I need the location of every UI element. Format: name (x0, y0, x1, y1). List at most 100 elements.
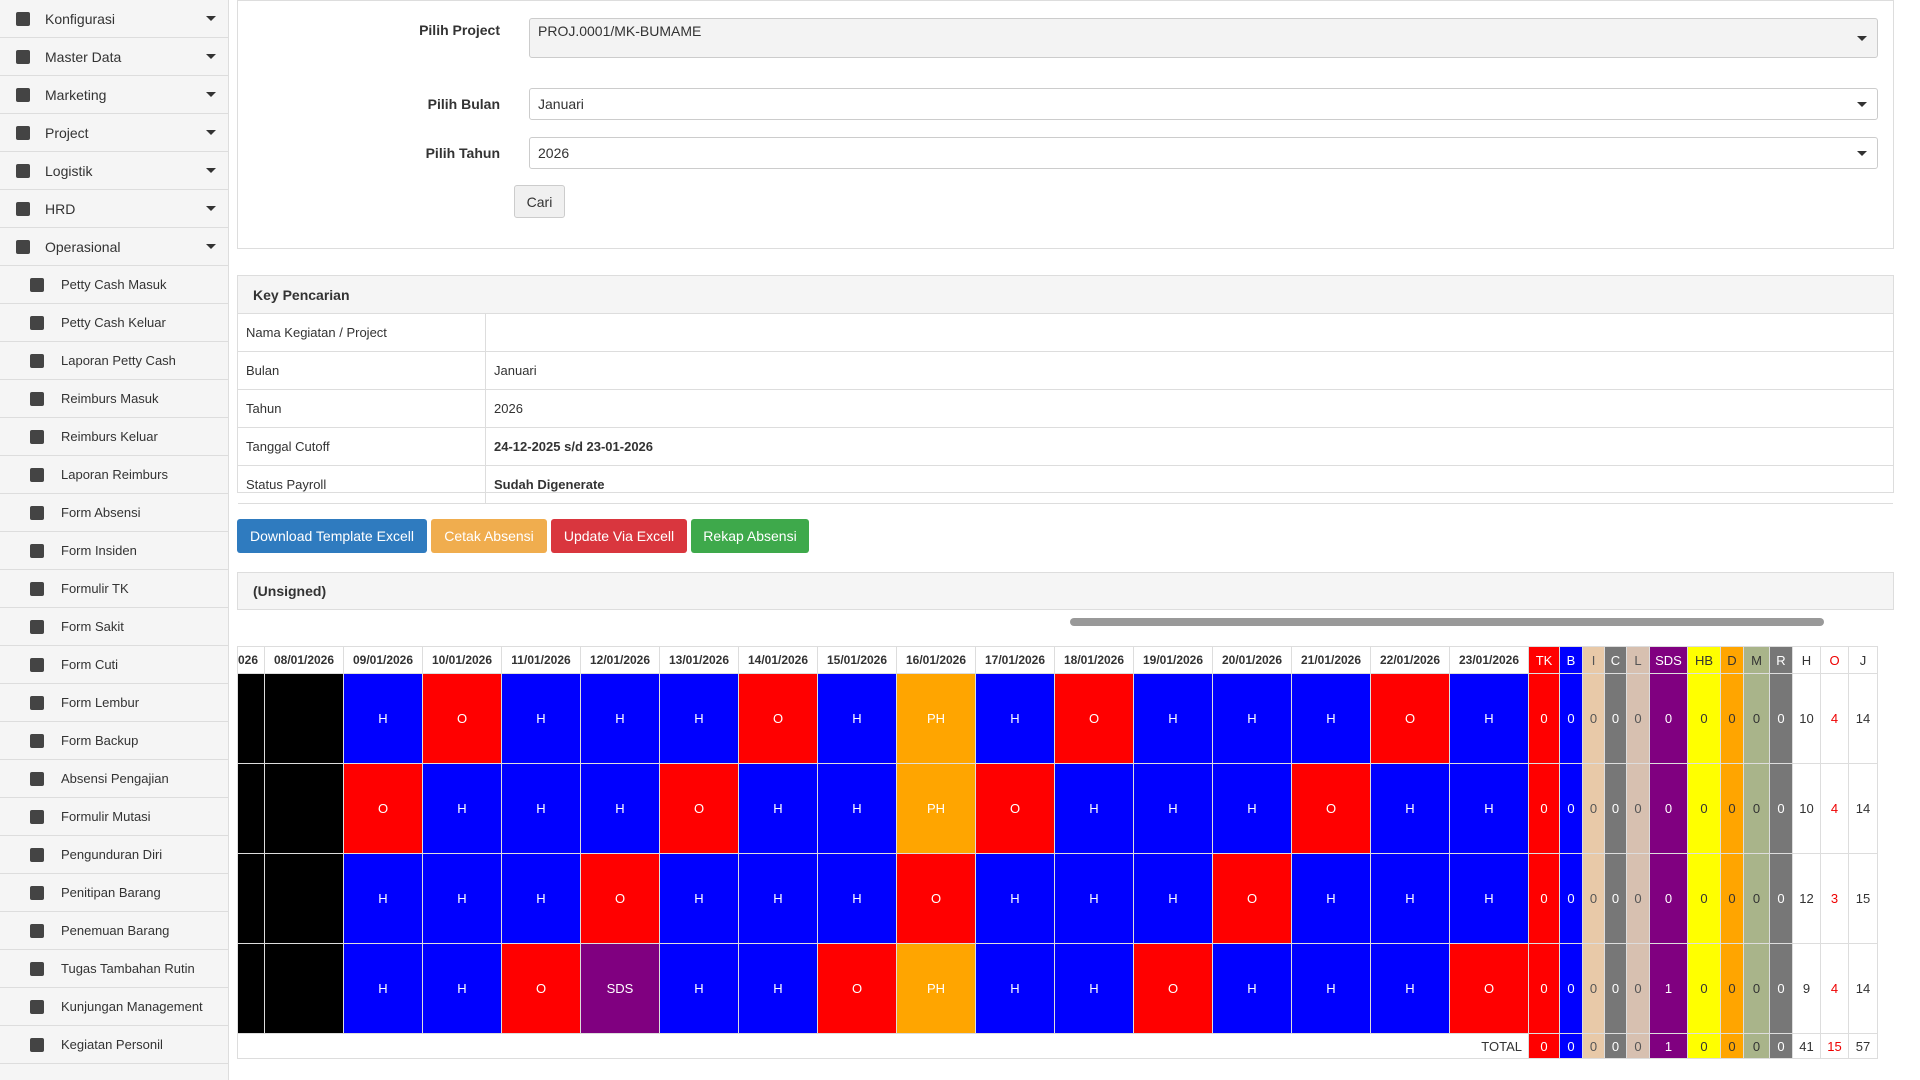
submenu-item[interactable]: Penemuan Barang (0, 912, 228, 950)
action-button[interactable]: Update Via Excell (551, 519, 687, 553)
submenu-item[interactable]: Form Sakit (0, 608, 228, 646)
menu-item[interactable]: Konfigurasi (0, 0, 228, 38)
menu-icon (16, 126, 30, 140)
day-cell: O (1291, 763, 1371, 854)
date-header: 026 (237, 646, 265, 674)
select-value: PROJ.0001/MK-BUMAME (538, 23, 702, 39)
submenu-item[interactable]: Formulir TK (0, 570, 228, 608)
summary-cell: 12 (1792, 853, 1821, 944)
summary-cell: 0 (1604, 763, 1627, 854)
submenu-item[interactable]: Pengunduran Diri (0, 836, 228, 874)
date-header: 09/01/2026 (343, 646, 423, 674)
total-row: TOTAL 0 0 0 0 0 1 0 0 0 0 41 15 57 (237, 1033, 1878, 1059)
submenu-label: Absensi Pengajian (61, 771, 169, 786)
submenu-icon (30, 1038, 44, 1052)
submenu-item[interactable]: Petty Cash Masuk (0, 266, 228, 304)
caret (206, 16, 216, 26)
submenu-icon (30, 544, 44, 558)
key-row: Tanggal Cutoff 24-12-2025 s/d 23-01-2026 (238, 427, 1893, 466)
day-cell: H (1449, 763, 1529, 854)
data-row: H H H O H H H O H H H O H H H 0 0 0 0 0 0 0 0 0 0 12 3 15 (237, 853, 1878, 944)
submenu-item[interactable]: Laporan Petty Cash (0, 342, 228, 380)
summary-cell: 4 (1820, 763, 1849, 854)
summary-cell: 0 (1604, 853, 1627, 944)
day-cell: H (1133, 673, 1213, 764)
submenu-label: Form Backup (61, 733, 139, 748)
blank-cell (264, 853, 344, 944)
summary-header: HB (1687, 646, 1721, 674)
submenu-item[interactable]: Form Absensi (0, 494, 228, 532)
submenu-item[interactable]: Formulir Mutasi (0, 798, 228, 836)
action-button[interactable]: Rekap Absensi (691, 519, 809, 553)
menu-label: Marketing (45, 86, 107, 103)
submenu-item[interactable]: Form Lembur (0, 684, 228, 722)
menu-item[interactable]: Project (0, 114, 228, 152)
submenu-item[interactable]: Reimburs Masuk (0, 380, 228, 418)
submenu-label: Kunjungan Management (61, 999, 203, 1014)
summary-cell: 10 (1792, 673, 1821, 764)
summary-header: R (1769, 646, 1793, 674)
day-cell: H (975, 673, 1055, 764)
summary-header: M (1743, 646, 1770, 674)
summary-cell: 0 (1626, 763, 1650, 854)
select[interactable]: PROJ.0001/MK-BUMAME (529, 18, 1878, 58)
day-cell: H (1212, 943, 1292, 1034)
search-button[interactable]: Cari (514, 185, 565, 218)
total-cell: 57 (1848, 1033, 1878, 1059)
sidebar: Konfigurasi Master Data Marketing Project Lo… (0, 0, 229, 1080)
summary-cell: 0 (1769, 853, 1793, 944)
day-cell: O (659, 763, 739, 854)
key-row: Bulan Januari (238, 351, 1893, 390)
date-header: 21/01/2026 (1291, 646, 1371, 674)
menu-item[interactable]: Master Data (0, 38, 228, 76)
date-header: 19/01/2026 (1133, 646, 1213, 674)
submenu-item[interactable]: Laporan Reimburs (0, 456, 228, 494)
submenu-label: Form Lembur (61, 695, 140, 710)
summary-cell: 0 (1604, 673, 1627, 764)
total-cell: 0 (1687, 1033, 1721, 1059)
scrollbar[interactable] (1070, 618, 1824, 626)
summary-cell: 3 (1820, 853, 1849, 944)
select[interactable]: Januari (529, 88, 1878, 120)
submenu-item[interactable]: Kunjungan Management (0, 988, 228, 1026)
submenu-item[interactable]: Reimburs Keluar (0, 418, 228, 456)
total-cell: 0 (1769, 1033, 1793, 1059)
day-cell: H (1370, 853, 1450, 944)
menu-icon (16, 50, 30, 64)
submenu-icon (30, 392, 44, 406)
menu-item[interactable]: Logistik (0, 152, 228, 190)
submenu-label: Penitipan Barang (61, 885, 161, 900)
action-button[interactable]: Download Template Excell (237, 519, 427, 553)
day-cell: H (343, 943, 423, 1034)
date-header: 16/01/2026 (896, 646, 976, 674)
action-button[interactable]: Cetak Absensi (431, 519, 547, 553)
menu-icon (16, 202, 30, 216)
summary-cell: 15 (1848, 853, 1878, 944)
submenu-item[interactable]: Kegiatan Personil (0, 1026, 228, 1064)
menu-item[interactable]: HRD (0, 190, 228, 228)
submenu-icon (30, 468, 44, 482)
menu-item[interactable]: Marketing (0, 76, 228, 114)
submenu-item[interactable]: Form Cuti (0, 646, 228, 684)
submenu-label: Form Absensi (61, 505, 141, 520)
day-cell: O (422, 673, 502, 764)
select[interactable]: 2026 (529, 137, 1878, 169)
day-cell: O (1212, 853, 1292, 944)
day-cell: H (659, 943, 739, 1034)
day-cell: H (659, 673, 739, 764)
day-cell: H (1133, 763, 1213, 854)
submenu-item[interactable]: Absensi Pengajian (0, 760, 228, 798)
submenu-icon (30, 354, 44, 368)
summary-cell: 0 (1559, 853, 1583, 944)
summary-cell: 4 (1820, 943, 1849, 1034)
caret (206, 130, 216, 140)
summary-cell: 0 (1528, 673, 1560, 764)
menu-item[interactable]: Operasional (0, 228, 228, 266)
submenu-item[interactable]: Penitipan Barang (0, 874, 228, 912)
total-cell: 1 (1649, 1033, 1688, 1059)
submenu-item[interactable]: Form Insiden (0, 532, 228, 570)
summary-cell: 0 (1649, 763, 1688, 854)
submenu-item[interactable]: Tugas Tambahan Rutin (0, 950, 228, 988)
submenu-item[interactable]: Petty Cash Keluar (0, 304, 228, 342)
submenu-item[interactable]: Form Backup (0, 722, 228, 760)
